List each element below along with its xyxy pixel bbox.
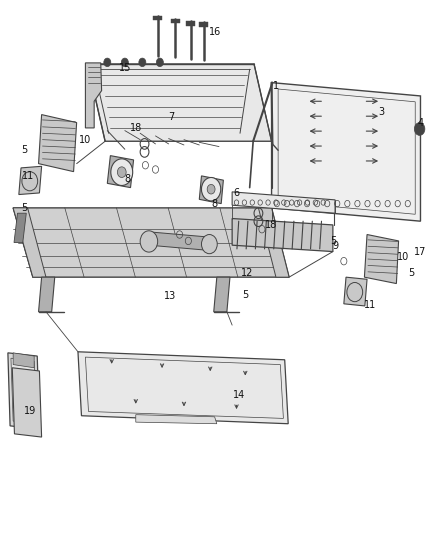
Polygon shape: [214, 277, 230, 312]
Text: 7: 7: [168, 112, 174, 122]
Polygon shape: [78, 352, 288, 424]
Circle shape: [156, 58, 163, 67]
Polygon shape: [107, 156, 134, 188]
Polygon shape: [39, 115, 77, 172]
Polygon shape: [88, 64, 272, 141]
Text: 18: 18: [130, 123, 142, 133]
Text: 11: 11: [21, 171, 34, 181]
Circle shape: [201, 235, 217, 254]
Polygon shape: [232, 192, 335, 213]
Text: 14: 14: [233, 391, 245, 400]
Polygon shape: [272, 83, 420, 221]
Polygon shape: [171, 19, 180, 23]
Circle shape: [121, 58, 128, 67]
Text: 11: 11: [364, 300, 376, 310]
Text: 9: 9: [332, 241, 338, 251]
Polygon shape: [39, 277, 55, 312]
Text: 19: 19: [24, 407, 36, 416]
Polygon shape: [136, 415, 217, 424]
Text: 18: 18: [265, 220, 277, 230]
Circle shape: [139, 58, 146, 67]
Text: 15: 15: [119, 63, 131, 73]
Polygon shape: [186, 21, 195, 26]
Text: 8: 8: [212, 199, 218, 208]
Polygon shape: [232, 219, 333, 252]
Polygon shape: [11, 358, 36, 424]
Text: 1: 1: [273, 82, 279, 91]
Circle shape: [104, 58, 111, 67]
Polygon shape: [13, 208, 289, 277]
Polygon shape: [199, 22, 208, 27]
Polygon shape: [14, 213, 26, 243]
Text: 8: 8: [124, 174, 130, 183]
Polygon shape: [13, 353, 34, 368]
Polygon shape: [199, 176, 223, 204]
Polygon shape: [13, 208, 46, 277]
Text: 3: 3: [378, 107, 384, 117]
Polygon shape: [344, 277, 367, 306]
Circle shape: [414, 123, 425, 135]
Polygon shape: [19, 166, 42, 195]
Text: 4: 4: [417, 118, 424, 127]
Text: 5: 5: [330, 236, 336, 246]
Polygon shape: [364, 235, 399, 284]
Text: 5: 5: [242, 290, 248, 300]
Polygon shape: [12, 368, 42, 437]
Polygon shape: [8, 353, 39, 429]
Text: 13: 13: [164, 291, 176, 301]
Polygon shape: [258, 208, 289, 277]
Polygon shape: [85, 63, 102, 128]
Text: 5: 5: [21, 146, 27, 155]
Text: 6: 6: [233, 188, 240, 198]
Circle shape: [117, 167, 126, 177]
Circle shape: [111, 159, 133, 185]
Text: 10: 10: [79, 135, 92, 144]
Circle shape: [207, 184, 215, 194]
Polygon shape: [153, 16, 162, 20]
Text: 17: 17: [414, 247, 427, 256]
Text: 5: 5: [21, 203, 27, 213]
Text: 10: 10: [397, 252, 409, 262]
Text: 12: 12: [241, 268, 254, 278]
Polygon shape: [149, 232, 210, 251]
Circle shape: [140, 231, 158, 252]
Text: 5: 5: [409, 268, 415, 278]
Text: 16: 16: [208, 27, 221, 37]
Circle shape: [201, 177, 221, 201]
